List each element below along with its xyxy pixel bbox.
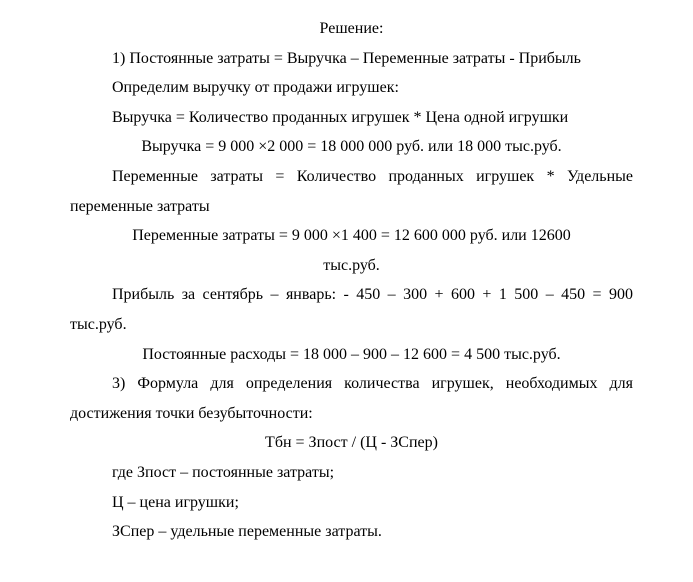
paragraph-variable-costs-calc-line2: тыс.руб.	[70, 251, 633, 281]
paragraph-where-zpost: где Зпост – постоянные затраты;	[70, 458, 633, 488]
paragraph-fixed-costs-calc: Постоянные расходы = 18 000 – 900 – 12 6…	[70, 340, 633, 370]
paragraph-revenue-intro: Определим выручку от продажи игрушек:	[70, 73, 633, 103]
paragraph-variable-costs-calc-line1: Переменные затраты = 9 000 ×1 400 = 12 6…	[70, 221, 633, 251]
document-body: Решение: 1) Постоянные затраты = Выручка…	[70, 14, 633, 547]
heading-solution: Решение:	[70, 14, 633, 44]
paragraph-where-price: Ц – цена игрушки;	[70, 488, 633, 518]
paragraph-revenue-formula: Выручка = Количество проданных игрушек *…	[70, 103, 633, 133]
paragraph-where-zsper: ЗСпер – удельные переменные затраты.	[70, 517, 633, 547]
paragraph-revenue-calc: Выручка = 9 000 ×2 000 = 18 000 000 руб.…	[70, 132, 633, 162]
paragraph-breakeven-formula: Тбн = Зпост / (Ц - ЗСпер)	[70, 428, 633, 458]
paragraph-formula-fixed-costs: 1) Постоянные затраты = Выручка – Переме…	[70, 44, 633, 74]
paragraph-variable-costs-formula: Переменные затраты = Количество проданны…	[70, 162, 633, 221]
paragraph-profit-calc: Прибыль за сентябрь – январь: - 450 – 30…	[70, 280, 633, 339]
paragraph-breakeven-intro: 3) Формула для определения количества иг…	[70, 369, 633, 428]
